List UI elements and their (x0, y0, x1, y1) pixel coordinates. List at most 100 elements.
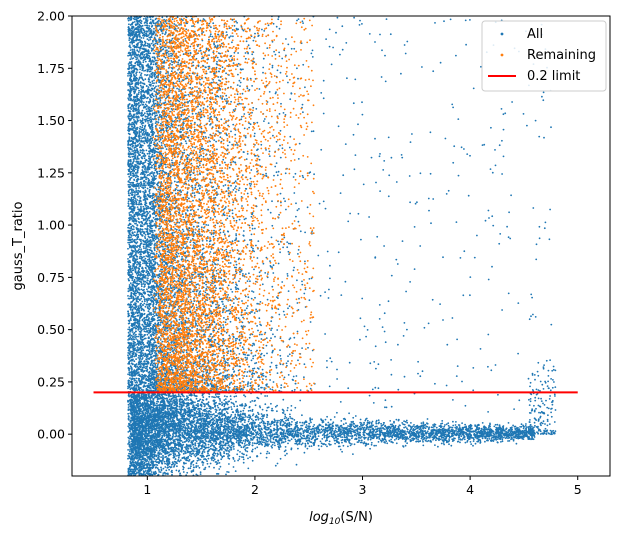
point-all (149, 348, 151, 350)
point-all (131, 140, 133, 142)
point-all (136, 326, 138, 328)
point-all (143, 256, 145, 258)
point-all (137, 357, 139, 359)
point-all (129, 400, 131, 402)
point-all (131, 65, 133, 67)
point-all (129, 227, 131, 229)
point-all (177, 16, 179, 18)
point-all (138, 116, 140, 118)
point-all (128, 212, 130, 214)
point-all (134, 223, 136, 225)
point-all (140, 197, 142, 199)
point-all (134, 380, 136, 382)
point-all (137, 311, 139, 313)
point-all (139, 191, 141, 193)
point-all (129, 103, 131, 105)
point-all (140, 85, 142, 87)
point-all (146, 301, 148, 303)
point-all (151, 228, 153, 230)
point-all (146, 85, 148, 87)
point-all (136, 174, 138, 176)
point-all (138, 204, 140, 206)
point-all (138, 221, 140, 223)
point-all (132, 245, 134, 247)
point-all (133, 41, 135, 43)
point-all (129, 54, 131, 56)
point-all (128, 73, 130, 75)
point-all (131, 164, 133, 166)
point-all (144, 284, 146, 286)
point-all (148, 310, 150, 312)
point-all (143, 318, 145, 320)
point-all (137, 374, 139, 376)
point-all (153, 342, 155, 344)
point-all (136, 93, 138, 95)
point-all (141, 204, 143, 206)
point-all (140, 328, 142, 330)
point-all (129, 342, 131, 344)
point-all (138, 113, 140, 115)
point-all (132, 143, 134, 145)
point-all (139, 314, 141, 316)
point-all (143, 57, 145, 59)
point-all (134, 261, 136, 263)
point-all (134, 50, 136, 52)
point-all (141, 334, 143, 336)
point-all (129, 133, 131, 135)
point-all (145, 191, 147, 193)
point-all (129, 333, 131, 335)
point-all (135, 142, 137, 144)
point-all (141, 341, 143, 343)
point-all (153, 79, 155, 81)
point-all (132, 269, 134, 271)
point-all (139, 151, 141, 153)
point-all (127, 316, 129, 318)
point-all (143, 180, 145, 182)
point-all (127, 140, 129, 142)
point-all (147, 45, 149, 47)
point-all (130, 331, 132, 333)
point-all (135, 189, 137, 191)
point-all (144, 292, 146, 294)
point-all (147, 68, 149, 70)
point-all (140, 206, 142, 208)
point-all (141, 285, 143, 287)
point-all (142, 114, 144, 116)
point-all (142, 461, 144, 463)
point-all (143, 361, 145, 363)
point-all (138, 362, 140, 364)
point-all (135, 344, 137, 346)
point-all (136, 74, 138, 76)
point-all (128, 326, 130, 328)
point-all (133, 158, 135, 160)
point-all (128, 126, 130, 128)
point-all (130, 357, 132, 359)
point-all (131, 86, 133, 88)
point-all (139, 29, 141, 31)
point-all (139, 119, 141, 121)
point-all (128, 52, 130, 54)
point-all (143, 83, 145, 85)
point-all (145, 242, 147, 244)
point-all (166, 382, 168, 384)
point-all (132, 173, 134, 175)
point-all (145, 131, 147, 133)
point-all (147, 97, 149, 99)
point-all (134, 102, 136, 104)
point-all (150, 116, 152, 118)
point-all (135, 382, 137, 384)
point-all (168, 53, 170, 55)
point-all (145, 258, 147, 260)
point-all (128, 313, 130, 315)
point-all (129, 189, 131, 191)
point-all (139, 335, 141, 337)
point-all (139, 36, 141, 38)
point-all (153, 334, 155, 336)
point-all (138, 79, 140, 81)
point-all (146, 25, 148, 27)
point-all (155, 122, 157, 124)
point-all (129, 65, 131, 67)
point-all (135, 269, 137, 271)
point-all (133, 312, 135, 314)
point-all (128, 160, 130, 162)
